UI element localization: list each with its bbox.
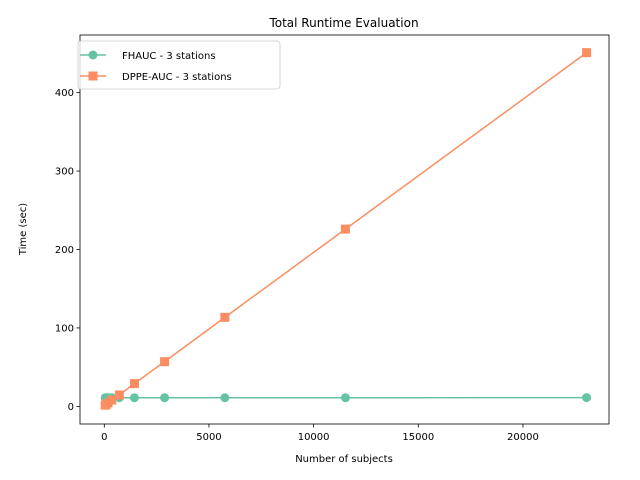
y-tick-label: 400: [55, 88, 74, 99]
plot-area: [100, 48, 592, 410]
data-point: [220, 393, 230, 403]
y-tick-label: 300: [55, 167, 74, 178]
chart-title: Total Runtime Evaluation: [268, 16, 418, 30]
data-point: [220, 312, 230, 322]
plot-frame: [79, 34, 610, 425]
legend-marker: [88, 50, 98, 60]
y-tick-label: 100: [55, 323, 74, 334]
data-point: [129, 393, 139, 403]
x-tick-label: 10000: [298, 432, 330, 443]
data-point: [582, 48, 592, 58]
legend-marker: [88, 71, 98, 81]
data-point: [582, 393, 592, 403]
y-tick-label: 0: [68, 402, 74, 413]
x-axis-label: Number of subjects: [295, 454, 393, 465]
x-tick-label: 0: [101, 432, 107, 443]
y-axis-label: Time (sec): [18, 203, 29, 256]
data-point: [340, 393, 350, 403]
data-point: [340, 224, 350, 234]
x-axis: 0 5000 10000 15000 20000: [101, 424, 539, 443]
legend-label: DPPE-AUC - 3 stations: [122, 72, 232, 83]
y-axis: 0 100 200 300 400: [55, 88, 80, 413]
x-tick-label: 15000: [402, 432, 434, 443]
x-tick-label: 20000: [507, 432, 539, 443]
data-point: [160, 393, 170, 403]
legend: FHAUC - 3 stations DPPE-AUC - 3 stations: [77, 40, 281, 90]
x-tick-label: 5000: [196, 432, 221, 443]
legend-box: [77, 40, 281, 90]
data-point: [107, 395, 117, 405]
data-point: [129, 379, 139, 389]
data-point: [114, 390, 124, 400]
legend-label: FHAUC - 3 stations: [122, 51, 216, 62]
data-point: [160, 357, 170, 367]
y-tick-label: 200: [55, 245, 74, 256]
